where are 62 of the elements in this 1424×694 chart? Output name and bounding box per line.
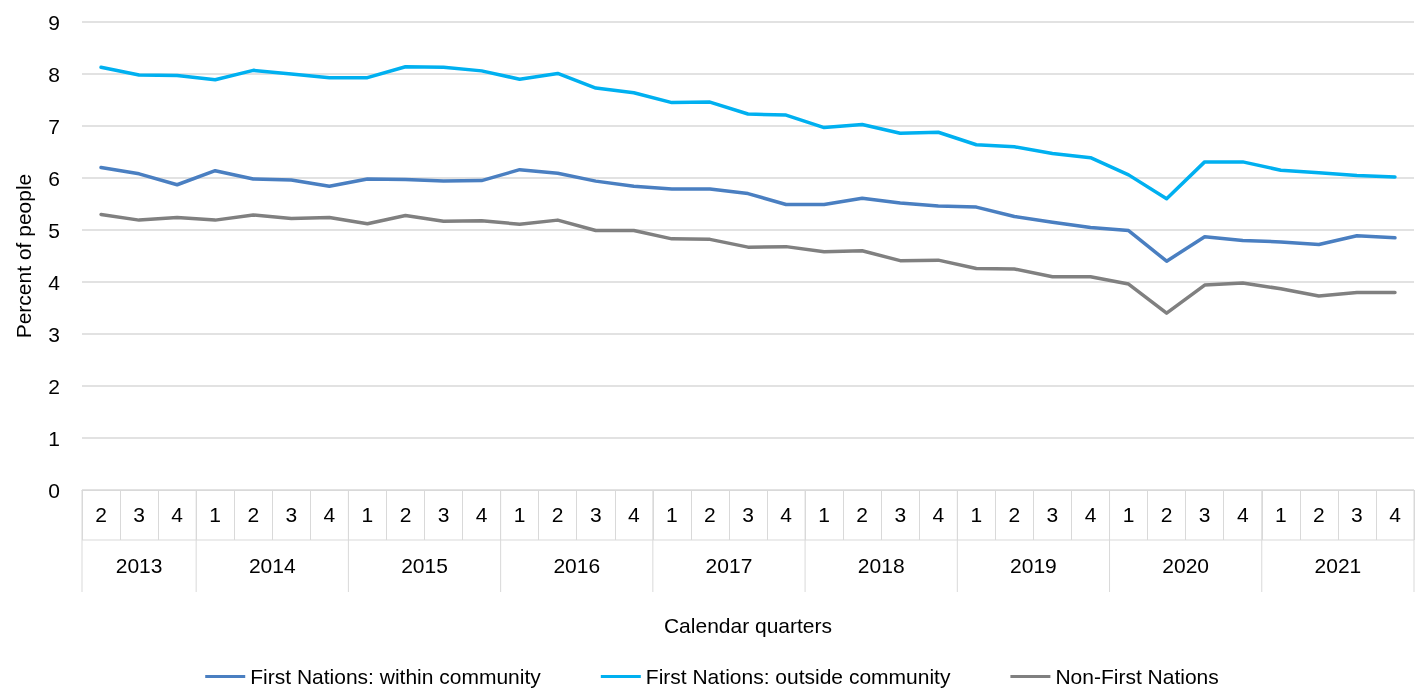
text: 2014 bbox=[248, 553, 296, 577]
y-tick-label: 8 bbox=[48, 62, 60, 86]
x-tick-label: 1 bbox=[209, 503, 222, 526]
text: 2017 bbox=[705, 553, 753, 577]
x-tick-label: 1 bbox=[361, 503, 374, 526]
y-tick-label: 6 bbox=[48, 166, 60, 190]
x-tick-label: 3 bbox=[437, 503, 450, 526]
x-tick-label: 2 bbox=[1313, 503, 1325, 526]
x-tick-label: 3 bbox=[1198, 503, 1211, 526]
x-tick-label: 1 bbox=[1122, 503, 1135, 526]
x-tick-label: 4 bbox=[1389, 503, 1402, 526]
x-tick-label: 1 bbox=[970, 503, 983, 526]
y-tick-label: 2 bbox=[48, 374, 60, 398]
y-tick-label: 5 bbox=[48, 218, 60, 242]
text: 2015 bbox=[401, 553, 448, 577]
y-tick-label: 9 bbox=[48, 10, 60, 34]
legend-label: First Nations: outside community bbox=[645, 665, 951, 688]
x-tick-label: 3 bbox=[1046, 503, 1059, 526]
legend-label: First Nations: within community bbox=[250, 665, 542, 688]
x-tick-label: 4 bbox=[932, 503, 945, 526]
x-tick-label: 2 bbox=[399, 503, 412, 526]
x-tick-label: 4 bbox=[323, 503, 336, 526]
y-tick-label: 0 bbox=[48, 478, 60, 502]
line-series bbox=[99, 212, 1397, 315]
x-tick-label: 3 bbox=[742, 503, 754, 526]
x-tick-label: 4 bbox=[627, 503, 640, 526]
x-tick-label: 4 bbox=[171, 503, 184, 526]
text: 2016 bbox=[553, 553, 601, 577]
x-tick-label: 2 bbox=[856, 503, 869, 526]
text: 2013 bbox=[115, 553, 163, 577]
text: 2018 bbox=[857, 553, 905, 577]
x-tick-label: 4 bbox=[1084, 503, 1097, 526]
x-tick-label: 3 bbox=[589, 503, 602, 526]
y-tick-label: 1 bbox=[48, 426, 60, 450]
x-tick-label: 2 bbox=[95, 503, 107, 526]
line-series bbox=[99, 64, 1397, 201]
y-tick-label: 4 bbox=[48, 270, 61, 294]
x-tick-label: 1 bbox=[513, 503, 526, 526]
x-tick-label: 3 bbox=[1351, 503, 1363, 526]
y-tick-label: 3 bbox=[48, 322, 60, 346]
x-tick-label: 1 bbox=[1274, 503, 1287, 526]
x-tick-label: 2 bbox=[551, 503, 564, 526]
x-tick-label: 2 bbox=[704, 503, 716, 526]
line-series bbox=[99, 165, 1397, 263]
x-tick-label: 2 bbox=[247, 503, 260, 526]
text: 2020 bbox=[1162, 553, 1210, 577]
text: 2021 bbox=[1314, 553, 1362, 577]
text: 2019 bbox=[1010, 553, 1057, 577]
x-tick-label: 4 bbox=[1236, 503, 1249, 526]
x-tick-label: 4 bbox=[475, 503, 488, 526]
y-tick-label: 7 bbox=[48, 114, 60, 138]
x-tick-label: 3 bbox=[133, 503, 145, 526]
y-axis-title: Percent of people bbox=[12, 173, 35, 339]
legend-label: Non-First Nations bbox=[1055, 665, 1219, 688]
x-tick-label: 4 bbox=[780, 503, 793, 526]
x-tick-label: 3 bbox=[894, 503, 907, 526]
x-tick-label: 2 bbox=[1160, 503, 1173, 526]
x-tick-label: 1 bbox=[666, 503, 678, 526]
x-tick-label: 3 bbox=[285, 503, 298, 526]
x-tick-label: 2 bbox=[1008, 503, 1021, 526]
x-axis-title: Calendar quarters bbox=[663, 614, 833, 637]
x-tick-label: 1 bbox=[818, 503, 830, 526]
